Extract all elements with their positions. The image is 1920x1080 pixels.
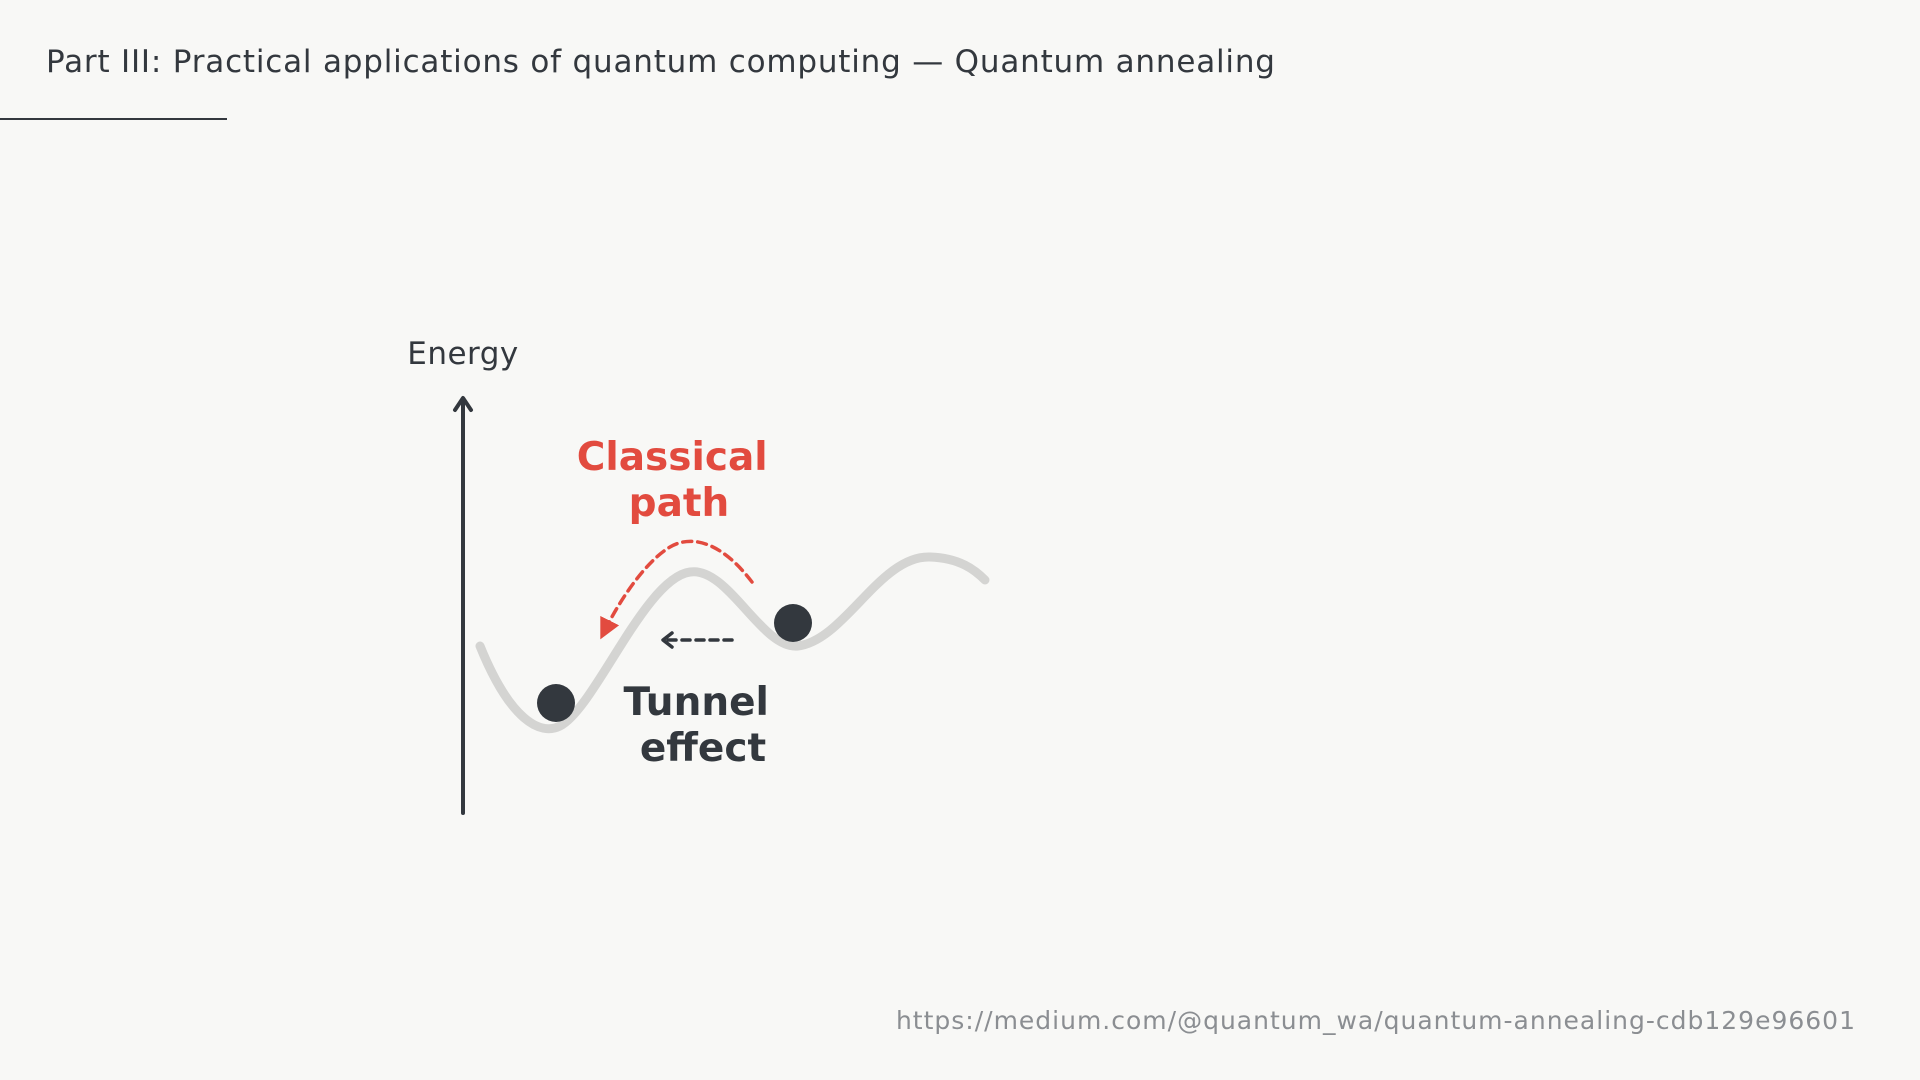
- tunnel-effect-label-line-1: Tunnel: [623, 680, 768, 725]
- tunnel-effect-label: Tunnel effect: [623, 680, 782, 771]
- title-underline: [0, 118, 227, 120]
- energy-axis-label: Energy: [407, 336, 519, 372]
- ball-global-minimum: [537, 684, 575, 722]
- classical-path-label-line-1: Classical: [577, 435, 768, 480]
- curved-arrow-icon: [600, 539, 754, 640]
- energy-axis: [453, 396, 473, 815]
- ball-local-minimum: [774, 604, 812, 642]
- left-arrow-icon: [661, 631, 674, 649]
- tunnel-effect-label-line-2: effect: [640, 726, 766, 771]
- classical-path-label-line-2: path: [629, 481, 730, 526]
- page-title: Part III: Practical applications of quan…: [46, 44, 1276, 80]
- classical-path-label: Classical path: [577, 435, 781, 526]
- up-arrow-icon: [453, 396, 473, 412]
- tunnel-arrow: [661, 631, 734, 649]
- source-url: https://medium.com/@quantum_wa/quantum-a…: [895, 1006, 1856, 1035]
- potential-energy-curve: [475, 552, 990, 734]
